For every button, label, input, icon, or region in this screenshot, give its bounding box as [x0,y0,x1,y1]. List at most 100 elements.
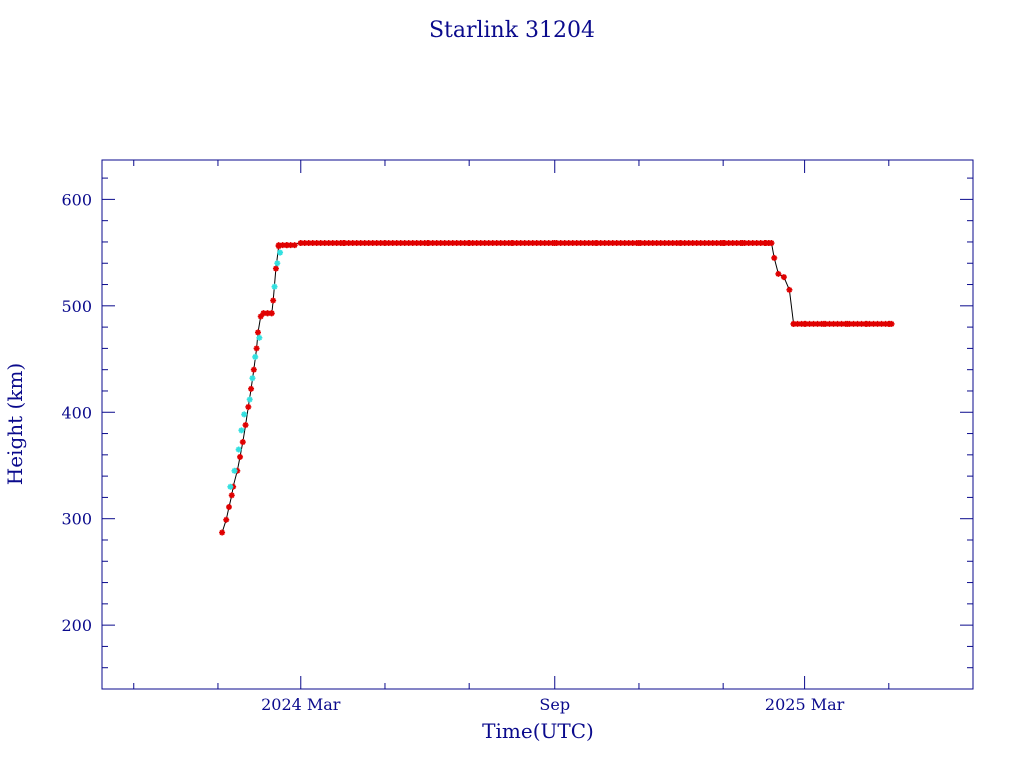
data-point [525,240,532,247]
data-point [709,240,716,247]
data-point [401,240,408,247]
data-point [305,240,312,247]
data-point [287,242,294,249]
data-point [629,240,636,247]
data-point [337,240,344,247]
data-point [257,313,264,320]
data-point [633,240,640,247]
data-point [481,240,488,247]
data-point [301,240,308,247]
data-point [713,240,720,247]
data-point [677,240,684,247]
data-point [513,240,520,247]
data-point [771,254,778,261]
data-point [361,240,368,247]
data-point [753,240,760,247]
x-axis-ticks: 2024 Mar Sep 2025 Mar [133,160,890,714]
data-point [593,240,600,247]
data-point [745,240,752,247]
data-point [333,240,340,247]
x-axis-label: Time(UTC) [482,719,594,743]
data-point [673,240,680,247]
data-point [449,240,456,247]
data-point [794,320,801,327]
data-point [581,240,588,247]
data-point [826,320,833,327]
data-point [874,320,881,327]
data-point [589,240,596,247]
y-axis-label: Height (km) [3,363,27,485]
data-point [413,240,420,247]
data-point [553,240,560,247]
data-point [621,240,628,247]
data-point [613,240,620,247]
data-point [465,240,472,247]
data-point [264,310,271,317]
data-point [453,240,460,247]
data-point [549,240,556,247]
data-point [637,240,644,247]
data-point-secondary [227,483,234,490]
data-point [701,240,708,247]
data-layer [219,240,895,536]
data-point [385,240,392,247]
data-point [645,240,652,247]
data-point [775,270,782,277]
data-point [541,240,548,247]
data-point [317,240,324,247]
data-point [870,320,877,327]
data-point [693,240,700,247]
data-point [250,366,257,373]
data-point [369,240,376,247]
data-point [245,403,252,410]
data-point-secondary [274,260,281,267]
data-point [297,240,304,247]
data-point [657,240,664,247]
data-point [272,265,279,272]
data-point-secondary [235,446,242,453]
data-point [517,240,524,247]
data-point [597,240,604,247]
data-point [248,385,255,392]
data-point [239,439,246,446]
data-point [477,240,484,247]
data-point [537,240,544,247]
data-point [565,240,572,247]
data-point [862,320,869,327]
data-point [345,240,352,247]
data-point [237,453,244,460]
data-point [842,320,849,327]
data-point [810,320,817,327]
y-axis-ticks: 200 300 400 500 600 [61,177,973,669]
data-point [357,240,364,247]
data-point [721,240,728,247]
data-point [309,240,316,247]
data-point [325,240,332,247]
data-point [850,320,857,327]
data-point [557,240,564,247]
data-point [509,240,516,247]
chart-title: Starlink 31204 [429,18,595,43]
data-point [882,320,889,327]
data-point [830,320,837,327]
data-point [433,240,440,247]
data-point [798,320,805,327]
data-point [223,516,230,523]
data-point [653,240,660,247]
data-point [341,240,348,247]
data-point [757,240,764,247]
data-point [493,240,500,247]
data-point [886,320,893,327]
data-point [397,240,404,247]
data-point [389,240,396,247]
plot-frame [101,159,974,690]
data-point [445,240,452,247]
data-point [689,240,696,247]
data-point-secondary [231,467,238,474]
data-point [283,242,290,249]
data-point [729,240,736,247]
data-point [814,320,821,327]
data-point [761,240,768,247]
data-point-secondary [249,375,256,382]
data-point [866,320,873,327]
